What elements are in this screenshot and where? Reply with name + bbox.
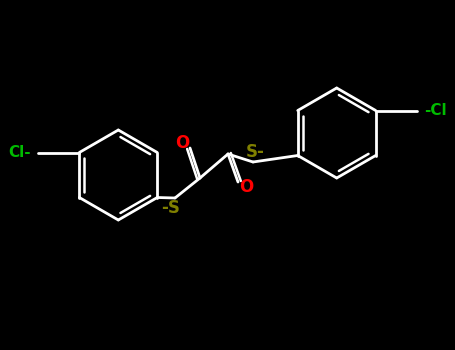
Text: -Cl: -Cl: [425, 103, 447, 118]
Text: -S: -S: [162, 199, 181, 217]
Text: O: O: [239, 178, 253, 196]
Text: S-: S-: [246, 143, 264, 161]
Text: O: O: [175, 134, 189, 152]
Text: Cl-: Cl-: [8, 145, 30, 160]
